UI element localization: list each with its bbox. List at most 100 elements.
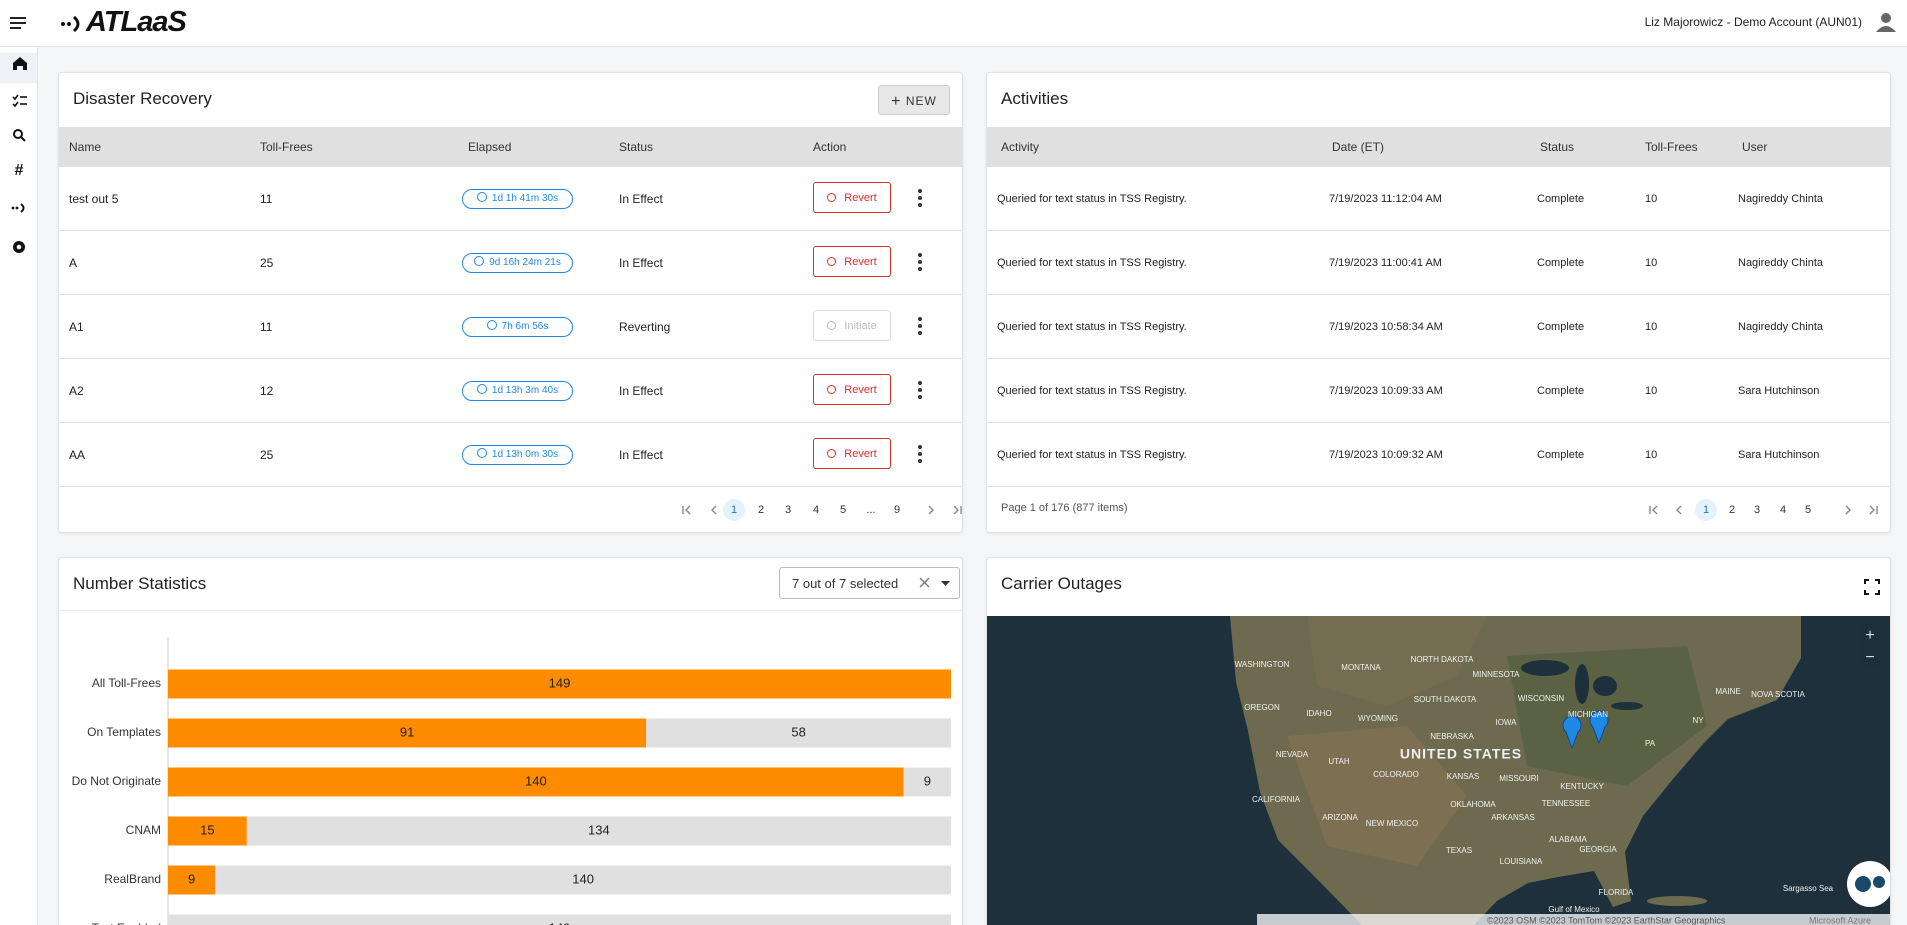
map-label: MAINE (1715, 687, 1740, 696)
prev-icon[interactable] (1673, 504, 1685, 516)
bar-value: 134 (588, 822, 610, 837)
first-icon[interactable] (680, 504, 692, 516)
action-button[interactable]: Revert (813, 374, 891, 405)
bar-segment (168, 767, 904, 797)
nav-atl[interactable] (11, 203, 25, 213)
action-button: Initiate (813, 310, 891, 341)
status-cell: In Effect (619, 256, 663, 270)
nav-search[interactable] (13, 129, 26, 142)
menu-dot (918, 203, 922, 207)
clock-icon (476, 192, 487, 202)
row-menu[interactable] (917, 445, 923, 465)
action-label: Initiate (844, 320, 877, 332)
outage-pin[interactable] (1589, 710, 1609, 745)
last-icon[interactable] (1868, 504, 1880, 516)
action-label: Revert (844, 384, 877, 396)
page-button[interactable]: 2 (1728, 504, 1736, 516)
map-label: OKLAHOMA (1450, 800, 1496, 809)
page-button[interactable]: 2 (757, 504, 765, 516)
action-button[interactable]: Revert (813, 182, 891, 213)
page-button[interactable]: 4 (812, 504, 820, 516)
action-button[interactable]: Revert (813, 438, 891, 469)
map-label: ARIZONA (1322, 813, 1358, 822)
last-icon[interactable] (952, 504, 963, 516)
page-button[interactable]: 3 (1753, 504, 1761, 516)
page-button[interactable]: ... (866, 504, 876, 516)
table-row: Queried for text status in TSS Registry.… (987, 231, 1890, 295)
row-menu[interactable] (917, 189, 923, 209)
divider (59, 610, 962, 611)
number-statistics-card: Number Statistics 7 out of 7 selected Al… (58, 557, 963, 925)
activity-cell: 10 (1645, 257, 1658, 269)
map-label: COLORADO (1373, 770, 1419, 779)
map-label: WYOMING (1358, 714, 1398, 723)
action-button[interactable]: Revert (813, 246, 891, 277)
activity-cell: 10 (1645, 449, 1658, 461)
toll-free-cell: 11 (260, 192, 273, 206)
next-icon[interactable] (925, 504, 937, 516)
lake (1521, 660, 1569, 676)
activities-card: Activities Activity Date (ET) Status Toll-F… (986, 72, 1891, 533)
page-button[interactable]: 4 (1779, 504, 1787, 516)
column-header: Action (813, 140, 847, 154)
user-icon[interactable] (1875, 11, 1897, 33)
bar-segment (168, 865, 216, 895)
filter-select[interactable]: 7 out of 7 selected (779, 567, 960, 599)
zoom-in[interactable]: + (1865, 627, 1874, 644)
page-button[interactable]: 9 (893, 504, 901, 516)
nav-settings[interactable] (13, 241, 25, 253)
name-cell: A1 (69, 320, 84, 334)
map-label: MINNESOTA (1473, 670, 1521, 679)
next-icon[interactable] (1842, 504, 1854, 516)
page-button[interactable]: 5 (1804, 504, 1812, 516)
activity-cell: Nagireddy Chinta (1738, 257, 1823, 269)
table-body: Queried for text status in TSS Registry.… (987, 73, 1890, 532)
column-header: Name (69, 140, 102, 154)
lake (1575, 664, 1589, 704)
row-menu[interactable] (917, 253, 923, 273)
map-label: PA (1645, 739, 1656, 748)
outage-pin[interactable] (1562, 715, 1582, 750)
map-label: CALIFORNIA (1252, 795, 1301, 804)
nav-active (0, 53, 37, 83)
logo[interactable]: ATLaaS (86, 6, 187, 38)
page-button[interactable]: 1 (1695, 499, 1717, 521)
category-label: Do Not Originate (72, 774, 162, 788)
toll-free-cell: 25 (260, 448, 274, 462)
terrain (1307, 616, 1487, 706)
map-label: IOWA (1495, 718, 1517, 727)
row-menu[interactable] (917, 381, 923, 401)
map[interactable]: WASHINGTON MONTANA NORTH DAKOTA MINNESOTA OR… (987, 616, 1891, 925)
zoom-out[interactable]: − (1865, 649, 1874, 666)
table-header: Activity Date (ET) Status Toll-Frees User (987, 127, 1890, 167)
new-button[interactable]: + NEW (878, 85, 950, 115)
activity-cell: Nagireddy Chinta (1738, 193, 1823, 205)
activity-cell: 10 (1645, 385, 1658, 397)
fullscreen-icon[interactable] (1864, 579, 1880, 595)
activity-cell: Complete (1537, 193, 1585, 205)
card-title: Carrier Outages (1001, 574, 1122, 593)
row-menu[interactable] (917, 317, 923, 337)
chat-button[interactable] (1847, 861, 1891, 907)
bar-value: 9 (924, 773, 931, 788)
prev-icon[interactable] (708, 504, 720, 516)
nav-home[interactable] (13, 57, 27, 70)
column-header: Status (1540, 140, 1575, 154)
page-button[interactable]: 5 (839, 504, 847, 516)
menu-icon[interactable] (8, 14, 28, 32)
first-icon[interactable] (1647, 504, 1659, 516)
lake (1611, 702, 1643, 710)
status-cell: In Effect (619, 192, 663, 206)
nav-numbers[interactable]: # (15, 162, 24, 179)
page-button[interactable]: 3 (784, 504, 792, 516)
map-label: LOUISIANA (1500, 857, 1543, 866)
map-label: ALABAMA (1549, 835, 1587, 844)
map-label: KANSAS (1447, 772, 1479, 781)
page-button[interactable]: 1 (723, 499, 745, 521)
bar-segment (168, 669, 951, 699)
menu-dot (918, 381, 922, 385)
nav-tasks[interactable] (12, 94, 27, 108)
activity-cell: Complete (1537, 257, 1585, 269)
map-label: NEW MEXICO (1366, 819, 1418, 828)
